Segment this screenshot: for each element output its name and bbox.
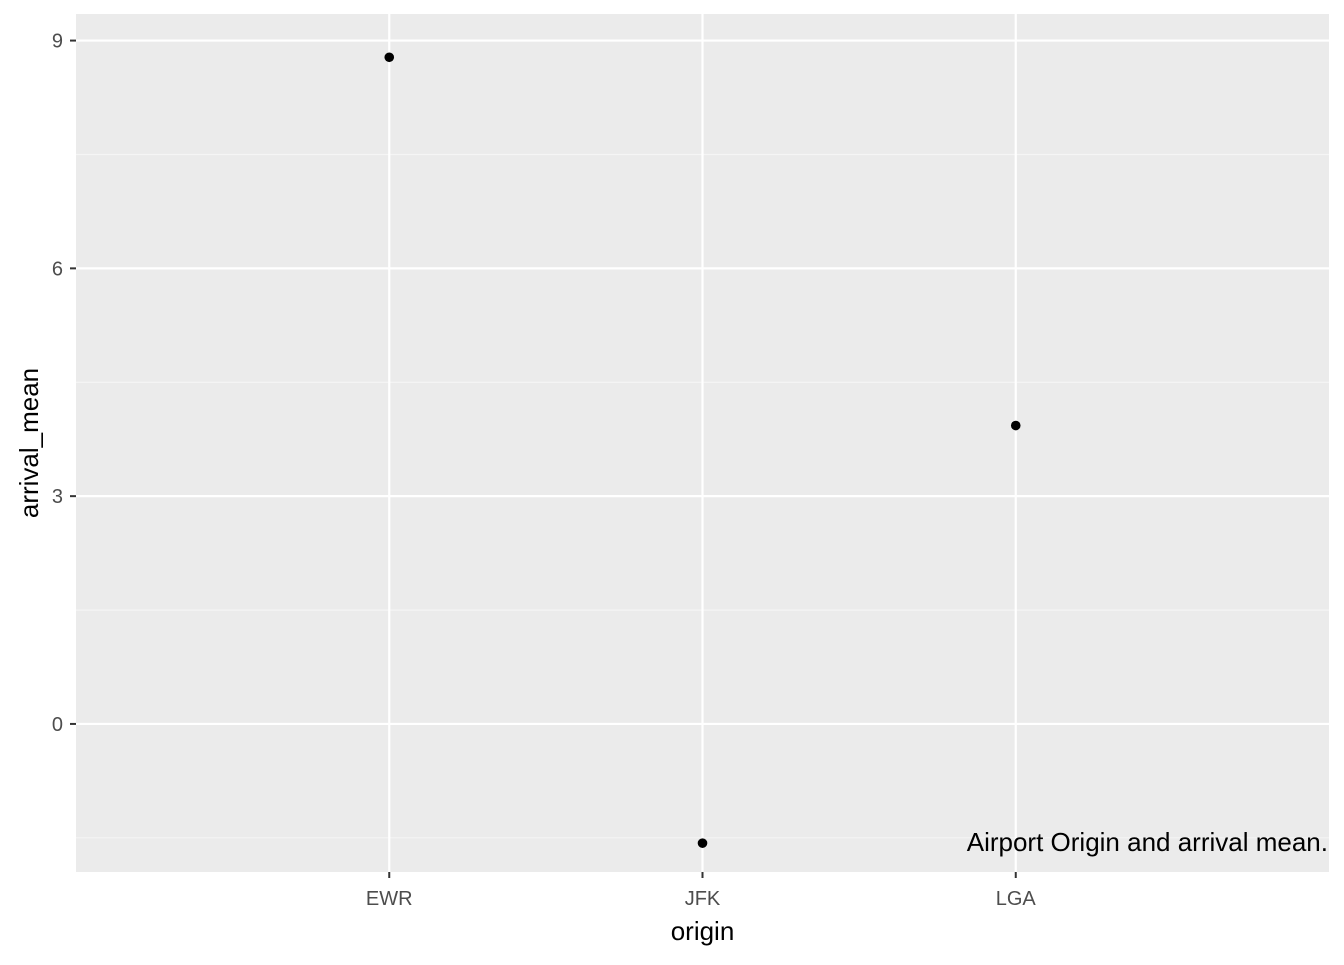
y-axis-title: arrival_mean [14, 368, 44, 518]
data-point [384, 52, 395, 63]
x-axis-title: origin [671, 916, 735, 946]
chart-annotation: Airport Origin and arrival mean. [967, 827, 1328, 857]
x-axis-ticks: EWR JFK LGA [366, 872, 1037, 910]
x-tick-label: LGA [996, 888, 1037, 910]
y-tick-label: 3 [52, 486, 63, 508]
y-axis-ticks: 0 3 6 9 [52, 31, 76, 736]
data-point [697, 838, 708, 848]
data-point [1010, 420, 1021, 431]
y-tick-label: 0 [52, 714, 63, 736]
x-tick-label: JFK [685, 888, 721, 910]
y-tick-label: 9 [52, 31, 63, 53]
major-gridlines [76, 14, 1329, 872]
x-tick-label: EWR [366, 888, 413, 910]
data-points [384, 52, 1021, 848]
y-tick-label: 6 [52, 258, 63, 280]
